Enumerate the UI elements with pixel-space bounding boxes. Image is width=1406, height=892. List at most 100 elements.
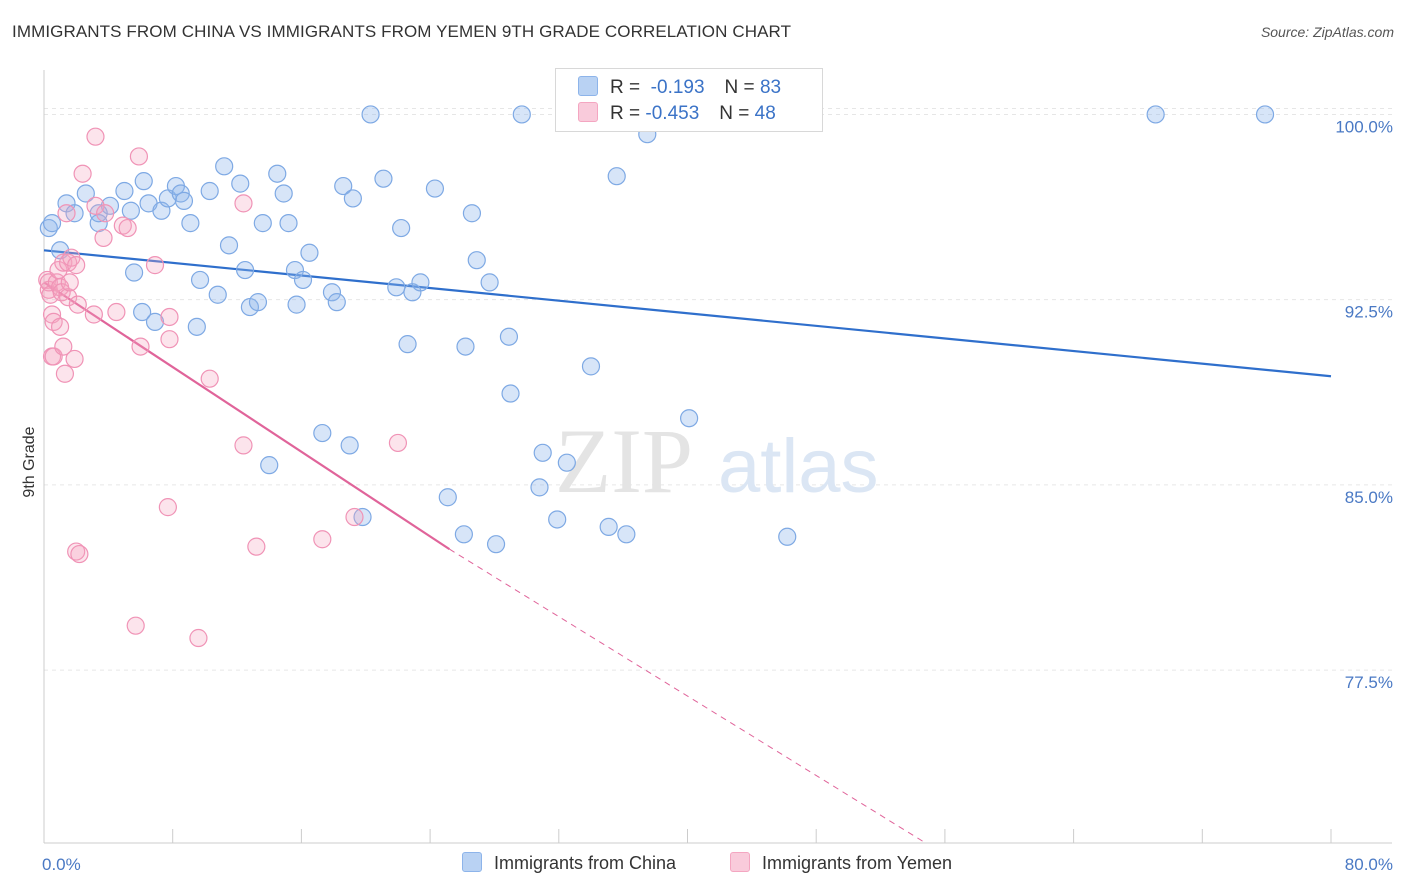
yemen-point <box>345 507 364 527</box>
china-point <box>181 214 200 233</box>
axes <box>43 70 1392 844</box>
china-point <box>456 337 475 356</box>
yemen-point <box>44 347 63 366</box>
china-point <box>235 260 255 280</box>
yemen-point <box>86 127 105 146</box>
china-point <box>617 525 636 544</box>
china-point <box>115 181 134 201</box>
china-point <box>548 510 567 529</box>
china-point <box>680 409 699 428</box>
legend-china-label: Immigrants from China <box>494 853 677 873</box>
china-point <box>607 167 626 186</box>
china-point <box>174 191 194 210</box>
yemen-point <box>118 218 137 238</box>
yemen-point <box>94 228 113 248</box>
yemen-point <box>55 364 75 383</box>
china-point <box>327 293 346 312</box>
china-point <box>340 436 359 455</box>
china-point <box>1146 105 1165 124</box>
yemen-point <box>57 204 76 223</box>
yemen-point <box>68 295 87 314</box>
yemen-point <box>54 337 73 356</box>
yemen-point <box>189 628 208 648</box>
trend-lines <box>43 249 1332 844</box>
china-point <box>253 214 272 233</box>
china-point <box>200 181 219 201</box>
china-point <box>1255 105 1275 124</box>
china-point <box>248 293 268 312</box>
watermark-atlas: atlas <box>718 424 879 509</box>
china-point <box>462 204 482 223</box>
china-point <box>215 157 234 176</box>
yemen-point <box>96 204 115 223</box>
legend-item-china: Immigrants from China <box>462 852 676 874</box>
china-point <box>313 423 332 443</box>
china-point <box>134 172 153 191</box>
y-tick-labels: 77.5% 85.0% 92.5% 100.0% <box>1335 117 1393 692</box>
chart-title: IMMIGRANTS FROM CHINA VS IMMIGRANTS FROM… <box>12 22 792 41</box>
y-tick-label: 92.5% <box>1345 303 1393 322</box>
china-point <box>133 302 152 322</box>
china-point <box>334 176 353 196</box>
yemen-point <box>129 147 149 166</box>
x-tick-label-min: 0.0% <box>42 855 81 874</box>
china-point <box>300 243 319 262</box>
china-point <box>42 214 62 233</box>
x-tick-labels: 0.0% 80.0% <box>42 855 1393 874</box>
china-r-label: R = <box>610 77 641 98</box>
china-point <box>438 488 457 507</box>
china-n-value: 83 <box>759 77 782 98</box>
china-point <box>581 357 601 376</box>
yemen-point <box>84 305 103 324</box>
china-point <box>274 184 293 203</box>
yemen-point <box>67 256 86 275</box>
china-point <box>411 273 430 292</box>
china-point <box>187 317 206 336</box>
yemen-n-value: 48 <box>754 103 776 124</box>
china-point <box>208 285 227 304</box>
yemen-point <box>107 302 126 322</box>
legend-row-china: R = -0.193 N = 83 <box>578 76 781 100</box>
grid-lines <box>44 108 1392 671</box>
yemen-point <box>59 288 78 307</box>
yemen-r-label: R = <box>610 103 641 124</box>
china-point <box>533 443 552 462</box>
china-point <box>467 251 486 270</box>
china-point <box>486 535 506 554</box>
yemen-point <box>234 194 253 213</box>
china-point <box>231 174 250 193</box>
y-tick-label: 85.0% <box>1345 488 1393 507</box>
series-legend: Immigrants from China Immigrants from Ye… <box>0 852 1406 878</box>
china-point <box>268 164 287 183</box>
china-point <box>260 456 279 475</box>
yemen-point <box>86 196 105 215</box>
china-point <box>454 525 473 544</box>
source-credit: Source: ZipAtlas.com <box>1260 24 1394 40</box>
yemen-point <box>60 273 79 292</box>
yemen-point <box>200 369 219 388</box>
china-point <box>392 218 411 238</box>
y-tick-label: 77.5% <box>1345 673 1393 692</box>
legend-yemen-swatch <box>730 852 750 872</box>
yemen-point <box>67 542 86 561</box>
china-point <box>145 312 165 332</box>
china-r-value: -0.193 <box>650 77 705 98</box>
yemen-point <box>70 544 89 564</box>
china-swatch <box>578 76 598 96</box>
yemen-r-value: -0.453 <box>645 103 700 124</box>
data-points <box>38 105 1275 648</box>
china-point <box>480 273 499 292</box>
yemen-trend-line <box>43 281 451 551</box>
y-tick-label: 100.0% <box>1335 117 1393 136</box>
legend-row-yemen: R = -0.453 N = 48 <box>578 102 776 126</box>
china-point <box>39 218 58 238</box>
china-point <box>530 478 549 497</box>
china-point <box>287 295 306 314</box>
china-point <box>190 270 210 290</box>
china-point <box>557 453 576 472</box>
yemen-point <box>247 537 266 556</box>
yemen-point <box>160 330 179 349</box>
yemen-point <box>73 164 92 183</box>
watermark-zip: ZIP <box>555 410 693 512</box>
